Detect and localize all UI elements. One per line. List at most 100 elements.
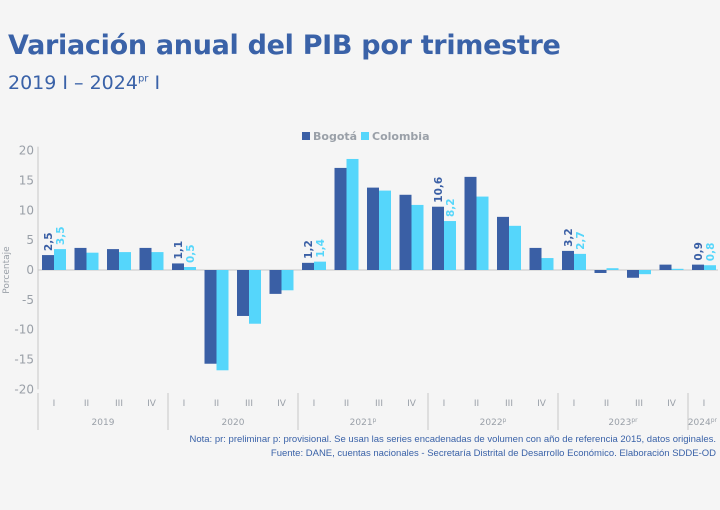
year-label: 2022p: [480, 417, 507, 428]
bar-bogota: [464, 176, 477, 270]
y-tick-label: -5: [22, 293, 34, 307]
bar-bogota: [529, 247, 542, 270]
bar-colombia: [444, 221, 456, 270]
bar-colombia: [574, 253, 586, 270]
x-tick-label: IV: [667, 399, 677, 409]
subtitle-end: I: [148, 72, 161, 94]
x-tick-label: IV: [407, 399, 417, 409]
y-tick-label: 20: [19, 144, 34, 158]
legend-swatch-bogota: [302, 132, 310, 140]
bar-colombia: [314, 261, 326, 270]
data-label: 0,5: [185, 244, 197, 263]
y-axis-title: Porcentaje: [2, 246, 12, 294]
bar-colombia: [541, 258, 554, 270]
year-suffix: p: [373, 417, 377, 424]
bar-bogota: [107, 249, 119, 270]
bar-bogota: [74, 247, 87, 270]
y-tick-label: -15: [14, 353, 34, 367]
data-label: 0,8: [705, 243, 717, 262]
data-label: 0,9: [693, 242, 705, 261]
year-text: 2024: [688, 418, 711, 428]
source-text: Fuente: DANE, cuentas nacionales - Secre…: [270, 448, 716, 459]
bar-colombia: [119, 252, 131, 270]
bar-bogota: [594, 270, 607, 273]
x-tick-label: I: [53, 399, 56, 409]
legend-label-bogota: Bogotá: [313, 130, 357, 143]
x-tick-label: I: [443, 399, 446, 409]
year-text: 2023: [608, 418, 631, 428]
chart-title: Variación anual del PIB por trimestre: [8, 30, 561, 61]
x-tick-label: IV: [537, 399, 547, 409]
x-tick-label: I: [313, 399, 316, 409]
year-text: 2020: [222, 418, 245, 428]
y-tick-label: -10: [14, 323, 34, 337]
year-text: 2021: [350, 418, 373, 428]
year-label: 2024pr: [688, 417, 718, 428]
bar-colombia: [379, 190, 391, 270]
bar-bogota: [172, 263, 184, 270]
bar-bogota: [627, 270, 639, 278]
x-tick-label: I: [703, 399, 706, 409]
year-suffix: pr: [631, 417, 638, 424]
y-tick-label: -20: [14, 382, 34, 396]
bar-bogota: [692, 264, 704, 270]
year-label: 2023pr: [608, 417, 638, 428]
year-label: 2019: [92, 418, 115, 428]
bar-bogota: [432, 206, 444, 270]
subtitle-start: 2019 I – 2024: [8, 72, 138, 94]
bar-bogota: [139, 247, 152, 270]
y-tick-label: 10: [19, 203, 34, 217]
bar-colombia: [704, 265, 716, 270]
bar-colombia: [346, 158, 359, 270]
x-tick-label: II: [604, 399, 609, 409]
data-label: 1,2: [303, 240, 315, 259]
x-tick-label: III: [635, 399, 643, 409]
bar-bogota: [42, 255, 54, 270]
bar-bogota: [497, 216, 509, 270]
bar-colombia: [151, 252, 164, 270]
bar-bogota: [659, 264, 672, 270]
bar-bogota: [562, 250, 574, 270]
x-tick-label: I: [573, 399, 576, 409]
x-tick-label: III: [375, 399, 383, 409]
bar-colombia: [86, 252, 99, 270]
data-label: 3,5: [55, 226, 67, 245]
bar-colombia: [671, 268, 684, 270]
x-tick-label: III: [115, 399, 123, 409]
data-label: 10,6: [433, 177, 445, 203]
chart-subtitle: 2019 I – 2024pr I: [8, 72, 160, 94]
y-tick-label: 5: [26, 233, 34, 247]
bar-colombia: [184, 267, 196, 270]
x-tick-label: II: [84, 399, 89, 409]
year-text: 2022: [480, 418, 503, 428]
year-label: 2020: [222, 418, 245, 428]
note-text: Nota: pr: preliminar p: provisional. Se …: [189, 434, 716, 445]
x-tick-label: III: [245, 399, 253, 409]
x-tick-label: IV: [277, 399, 287, 409]
x-tick-label: IV: [147, 399, 157, 409]
legend-label-colombia: Colombia: [372, 130, 430, 143]
data-label: 2,7: [575, 231, 587, 250]
x-tick-label: II: [214, 399, 219, 409]
year-suffix: pr: [711, 417, 718, 424]
bar-colombia: [639, 270, 651, 275]
bar-colombia: [216, 270, 229, 371]
data-label: 1,1: [173, 241, 185, 260]
legend-swatch-colombia: [361, 132, 369, 140]
bar-colombia: [249, 270, 261, 324]
data-label: 2,5: [43, 232, 55, 251]
subtitle-sup: pr: [137, 73, 149, 85]
y-tick-label: 0: [26, 263, 34, 277]
bar-bogota: [399, 194, 412, 270]
year-text: 2019: [92, 418, 115, 428]
bar-bogota: [237, 270, 249, 316]
bar-colombia: [281, 270, 294, 291]
bar-bogota: [269, 270, 282, 294]
bar-colombia: [54, 249, 66, 270]
bar-colombia: [476, 196, 489, 270]
x-tick-label: II: [474, 399, 479, 409]
bar-bogota: [302, 262, 314, 270]
x-tick-label: II: [344, 399, 349, 409]
bar-colombia: [509, 225, 521, 270]
